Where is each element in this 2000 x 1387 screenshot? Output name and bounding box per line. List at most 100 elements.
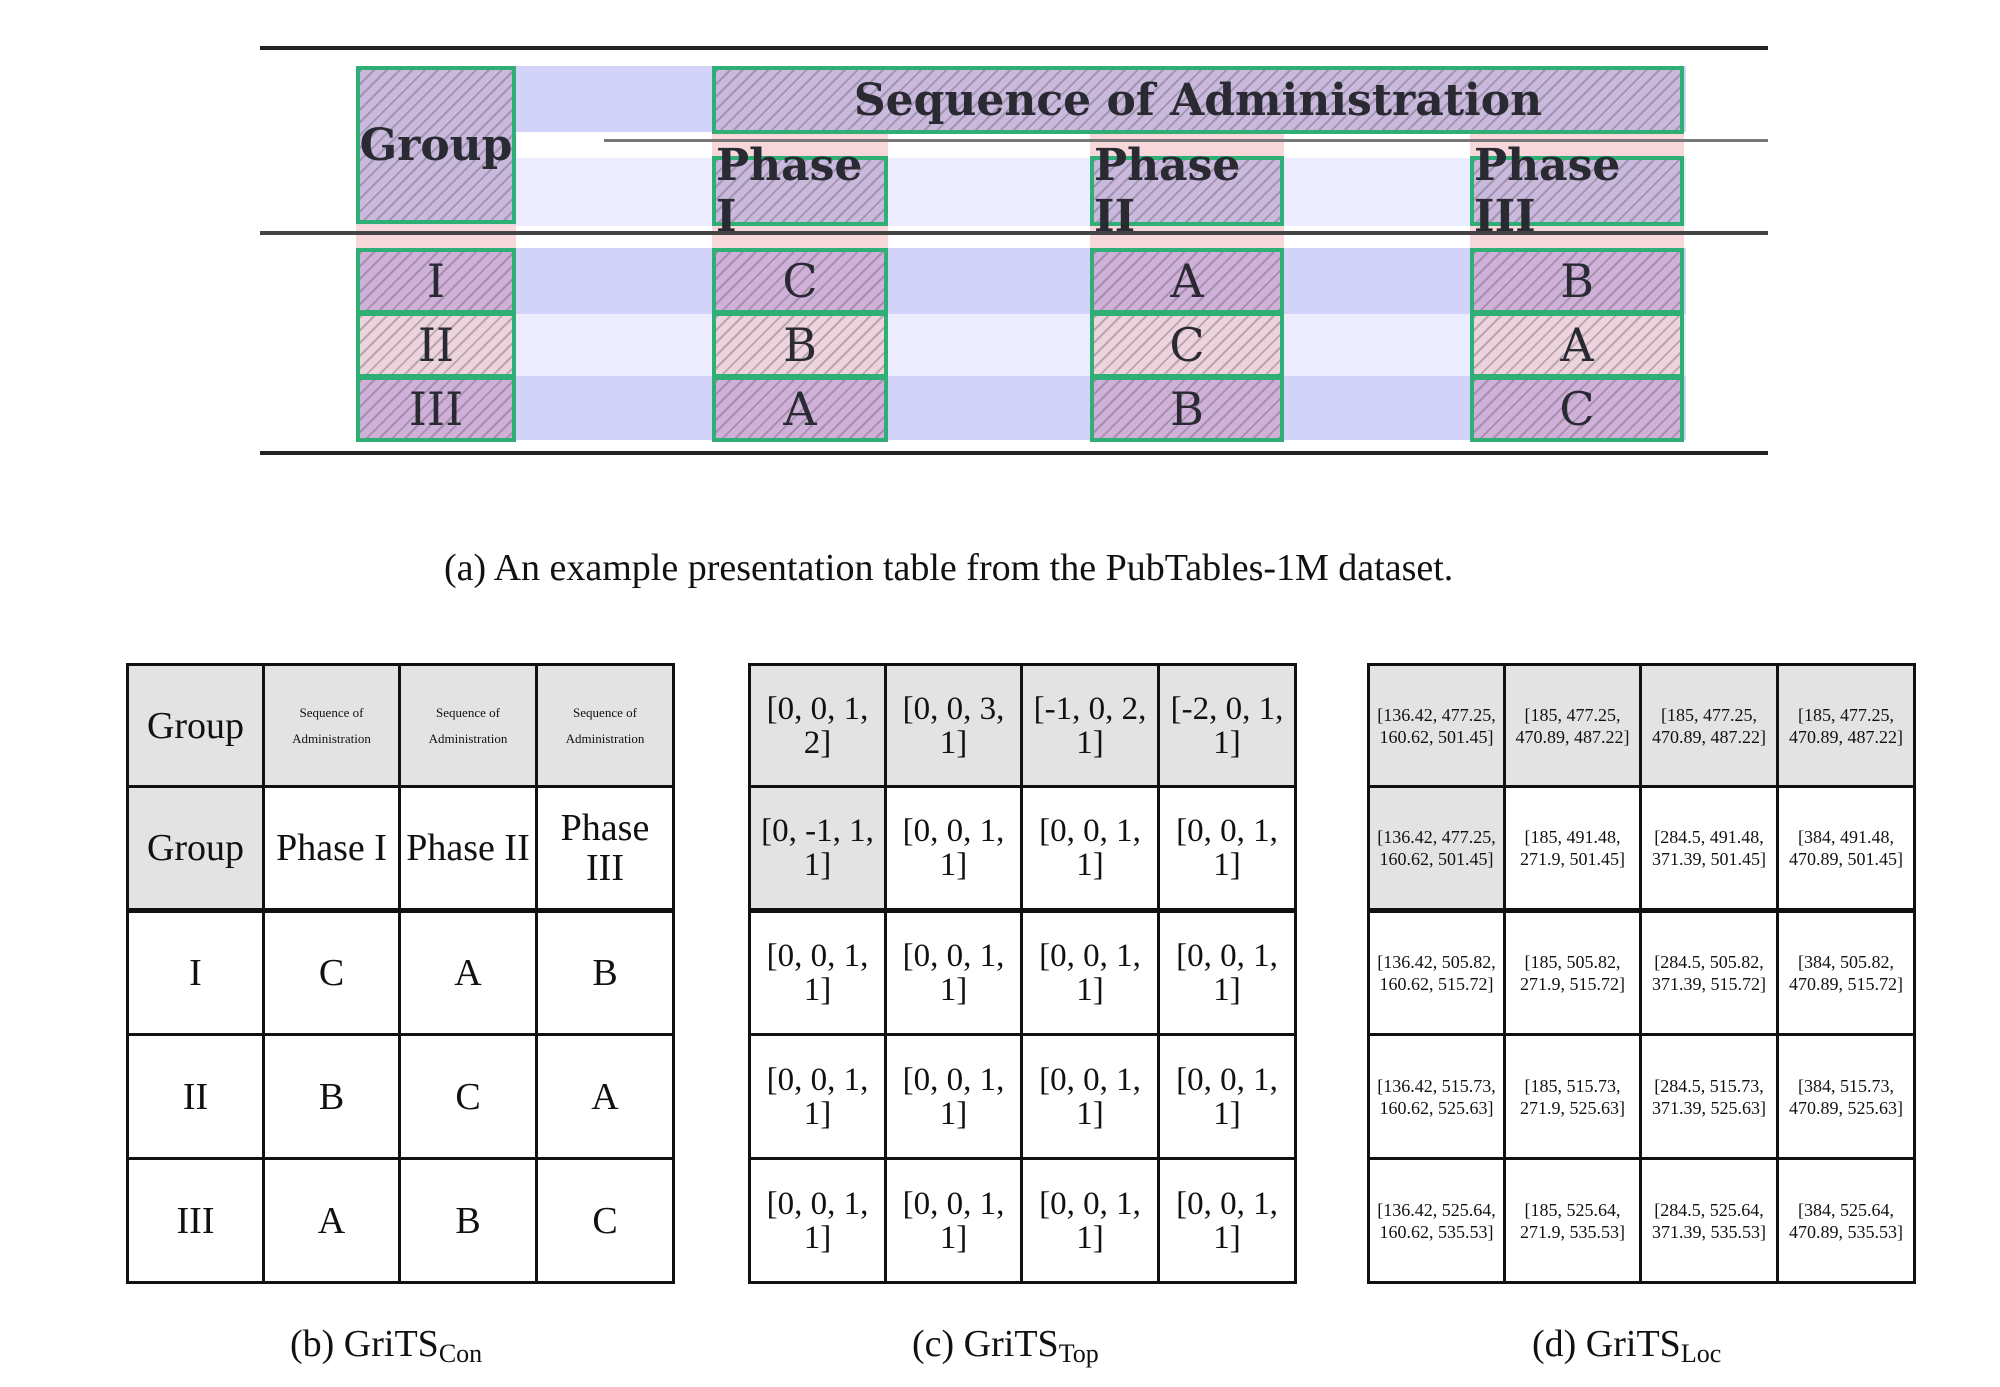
grid-cell: [185, 505.82, 271.9, 515.72] [1503,909,1642,1036]
grid-cell: Group [126,663,265,788]
phase-label: Phase I [716,140,863,242]
cell-value: B [783,318,817,372]
cell-value: A [783,382,817,436]
caption-c-prefix: (c) GriTS [912,1323,1059,1365]
phase-label: Phase II [1094,140,1241,242]
grid-cell: [0, 0, 1, 2] [748,663,887,788]
header-span-box: Sequence of Administration [712,66,1684,134]
row-band [356,376,1686,440]
grid-cell: [384, 525.64, 470.89, 535.53] [1776,1157,1916,1284]
grid-cell: [0, -1, 1, 1] [748,785,887,913]
caption-b-prefix: (b) GriTS [290,1323,439,1365]
grid-cell: [0, 0, 1, 1] [884,1157,1023,1284]
cell-value: A [1170,254,1204,308]
caption-d-prefix: (d) GriTS [1532,1323,1681,1365]
grid-cell: B [262,1033,401,1160]
grid-cell: [284.5, 515.73, 371.39, 525.63] [1639,1033,1779,1160]
grid-cell: B [535,909,675,1036]
grid-cell: [0, 0, 1, 1] [884,909,1023,1036]
grid-cell: Sequence of Administration [398,663,538,788]
figure-a-annotated-table: Group Sequence of Administration Phase I… [0,0,2000,480]
body-cell: III [356,376,516,442]
bottom-rule [260,451,1768,455]
grid-cell: [185, 477.25, 470.89, 487.22] [1639,663,1779,788]
caption-c-sub: Top [1058,1339,1099,1368]
grid-con-table: Group Sequence of Administration Sequenc… [126,663,675,1284]
grid-cell: [0, 0, 1, 1] [884,785,1023,913]
grid-cell: C [262,909,401,1036]
grid-cell: Group [126,785,265,913]
header-span-label: Sequence of Administration [853,74,1543,126]
body-cell: C [712,248,888,314]
grid-cell: [284.5, 505.82, 371.39, 515.72] [1639,909,1779,1036]
grid-cell: I [126,909,265,1036]
span-rule [604,139,1768,142]
cell-value: B [1560,254,1594,308]
header-rule [260,231,1768,235]
grid-cell: III [126,1157,265,1284]
cell-value: C [782,254,818,308]
grid-cell: [-1, 0, 2, 1] [1020,663,1160,788]
caption-a: (a) An example presentation table from t… [444,547,1454,589]
grid-cell: [0, 0, 1, 1] [1157,785,1297,913]
grid-cell: [384, 491.48, 470.89, 501.45] [1776,785,1916,913]
grid-cell: C [535,1157,675,1284]
body-cell: C [1090,312,1284,378]
grid-cell: [185, 515.73, 271.9, 525.63] [1503,1033,1642,1160]
grid-cell: A [398,909,538,1036]
body-cell: C [1470,376,1684,442]
grid-cell: [185, 491.48, 271.9, 501.45] [1503,785,1642,913]
grid-cell: Phase III [535,785,675,913]
grid-cell: Sequence of Administration [262,663,401,788]
grid-cell: [0, 0, 1, 1] [884,1033,1023,1160]
body-cell: B [1090,376,1284,442]
grid-top-table: [0, 0, 1, 2] [0, 0, 3, 1] [-1, 0, 2, 1] … [748,663,1297,1284]
grid-cell: [136.42, 505.82, 160.62, 515.72] [1367,909,1506,1036]
group-value: I [426,254,446,308]
grid-cell: [136.42, 515.73, 160.62, 525.63] [1367,1033,1506,1160]
header-phase-box: Phase II [1090,140,1284,242]
top-rule [260,46,1768,50]
caption-c: (c) GriTSTop [912,1322,1099,1369]
body-cell: I [356,248,516,314]
row-band [356,158,1686,226]
grid-cell: [384, 515.73, 470.89, 525.63] [1776,1033,1916,1160]
grid-cell: A [262,1157,401,1284]
caption-b: (b) GriTSCon [290,1322,482,1369]
grid-cell: II [126,1033,265,1160]
grid-cell: [136.42, 477.25, 160.62, 501.45] [1367,663,1506,788]
header-phase-box: Phase I [712,140,888,242]
grid-cell: [185, 525.64, 271.9, 535.53] [1503,1157,1642,1284]
cell-value: C [1559,382,1595,436]
row-band [356,314,1686,376]
header-group-box: Group [356,66,516,224]
grid-cell: [284.5, 525.64, 371.39, 535.53] [1639,1157,1779,1284]
caption-d-sub: Loc [1680,1339,1722,1368]
body-cell: A [712,376,888,442]
header-phase-box: Phase III [1470,140,1684,242]
grid-cell: [0, 0, 1, 1] [1157,909,1297,1036]
grid-cell: [-2, 0, 1, 1] [1157,663,1297,788]
phase-label: Phase III [1474,140,1621,242]
grid-cell: A [535,1033,675,1160]
grid-cell: [384, 505.82, 470.89, 515.72] [1776,909,1916,1036]
group-value: III [408,382,464,436]
grid-cell: [185, 477.25, 470.89, 487.22] [1776,663,1916,788]
grid-cell: [0, 0, 1, 1] [748,1033,887,1160]
caption-b-sub: Con [438,1339,483,1368]
caption-d: (d) GriTSLoc [1532,1322,1721,1369]
group-value: II [417,318,455,372]
grid-cell: Phase I [262,785,401,913]
body-cell: A [1470,312,1684,378]
grid-cell: C [398,1033,538,1160]
cell-value: C [1169,318,1205,372]
grid-cell: [0, 0, 1, 1] [1157,1157,1297,1284]
row-band [356,248,1686,314]
body-cell: A [1090,248,1284,314]
header-group-label: Group [359,119,513,171]
cell-value: A [1560,318,1594,372]
grid-cell: [0, 0, 1, 1] [1020,909,1160,1036]
grid-cell: B [398,1157,538,1284]
grid-cell: [0, 0, 1, 1] [1020,1033,1160,1160]
grid-cell: [185, 477.25, 470.89, 487.22] [1503,663,1642,788]
